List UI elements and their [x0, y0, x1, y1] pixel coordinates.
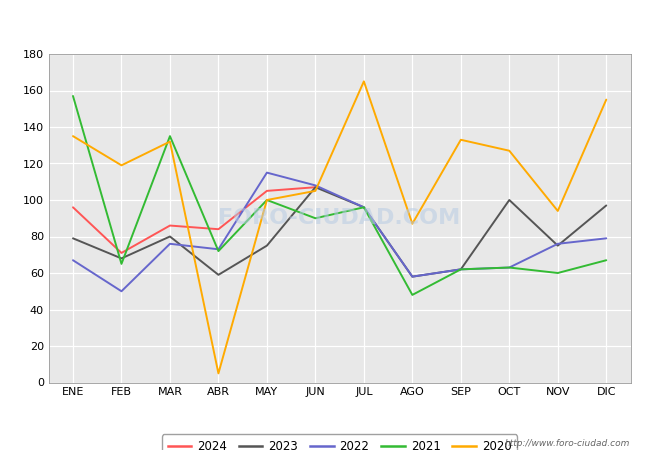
Text: http://www.foro-ciudad.com: http://www.foro-ciudad.com [505, 439, 630, 448]
Text: Matriculaciones de Vehiculos en Vilafranca del Penedès: Matriculaciones de Vehiculos en Vilafran… [122, 26, 528, 41]
Legend: 2024, 2023, 2022, 2021, 2020: 2024, 2023, 2022, 2021, 2020 [162, 434, 517, 450]
Text: FORO-CIUDAD.COM: FORO-CIUDAD.COM [218, 208, 461, 228]
